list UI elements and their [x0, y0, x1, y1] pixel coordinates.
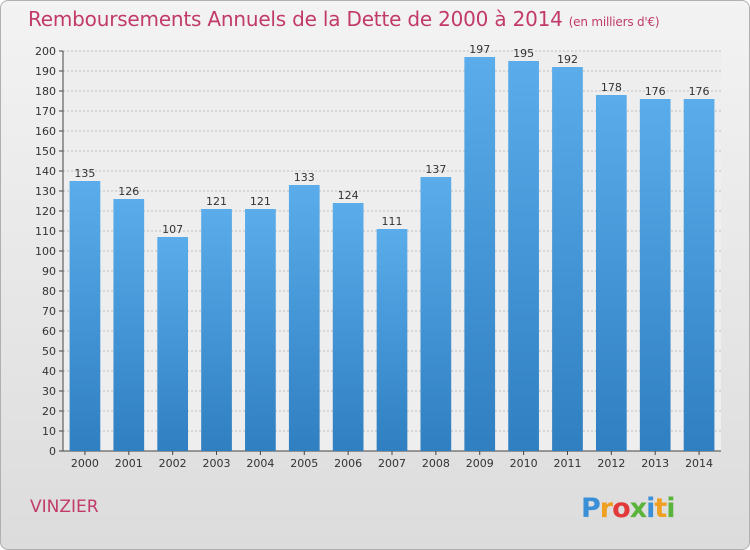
data-label: 121 — [206, 195, 227, 208]
y-tick-label: 50 — [42, 345, 56, 358]
bar — [332, 203, 364, 451]
bar — [595, 95, 627, 451]
data-label: 137 — [425, 163, 446, 176]
data-label: 126 — [118, 185, 139, 198]
y-tick-label: 20 — [42, 405, 56, 418]
y-tick-label: 100 — [35, 245, 56, 258]
x-tick-label: 2004 — [246, 457, 274, 470]
bar — [157, 237, 189, 451]
bar — [376, 229, 408, 451]
y-tick-label: 0 — [49, 445, 56, 458]
data-label: 178 — [601, 81, 622, 94]
y-tick-label: 30 — [42, 385, 56, 398]
svg-text:Proxiti: Proxiti — [581, 493, 675, 524]
y-tick-label: 120 — [35, 205, 56, 218]
x-tick-label: 2009 — [466, 457, 494, 470]
y-tick-label: 60 — [42, 325, 56, 338]
data-label: 133 — [294, 171, 315, 184]
data-label: 135 — [74, 167, 95, 180]
bar — [245, 209, 276, 451]
data-label: 195 — [513, 47, 534, 60]
data-label: 121 — [250, 195, 271, 208]
bar — [420, 177, 452, 451]
bar — [201, 209, 232, 451]
x-tick-label: 2008 — [422, 457, 450, 470]
y-tick-label: 10 — [42, 425, 56, 438]
x-tick-label: 2000 — [71, 457, 99, 470]
y-tick-label: 80 — [42, 285, 56, 298]
data-label: 176 — [645, 85, 666, 98]
x-tick-label: 2007 — [378, 457, 406, 470]
chart-title-text: Remboursements Annuels de la Dette de 20… — [28, 7, 563, 31]
y-tick-label: 190 — [35, 65, 56, 78]
bar — [683, 99, 715, 451]
x-tick-label: 2011 — [553, 457, 581, 470]
x-tick-label: 2014 — [685, 457, 713, 470]
bar — [288, 185, 320, 451]
commune-name: VINZIER — [30, 497, 99, 517]
chart-title: Remboursements Annuels de la Dette de 20… — [28, 7, 660, 31]
x-tick-label: 2010 — [510, 457, 538, 470]
proxiti-logo: Proxiti — [581, 493, 676, 524]
bar — [113, 199, 145, 451]
data-label: 197 — [469, 43, 490, 56]
chart-unit: (en milliers d'€) — [568, 15, 660, 29]
x-tick-label: 2006 — [334, 457, 362, 470]
y-tick-label: 40 — [42, 365, 56, 378]
y-tick-label: 130 — [35, 185, 56, 198]
x-tick-label: 2013 — [641, 457, 669, 470]
y-tick-label: 150 — [35, 145, 56, 158]
y-tick-label: 170 — [35, 105, 56, 118]
bar — [464, 57, 496, 451]
x-tick-label: 2001 — [115, 457, 143, 470]
data-label: 124 — [338, 189, 359, 202]
bar — [552, 67, 583, 451]
bar — [639, 99, 671, 451]
y-tick-label: 160 — [35, 125, 56, 138]
data-label: 176 — [689, 85, 710, 98]
y-tick-label: 70 — [42, 305, 56, 318]
bar — [69, 181, 101, 451]
x-tick-label: 2003 — [203, 457, 231, 470]
data-label: 192 — [557, 53, 578, 66]
y-tick-label: 180 — [35, 85, 56, 98]
x-tick-label: 2002 — [159, 457, 187, 470]
y-tick-label: 90 — [42, 265, 56, 278]
y-tick-label: 110 — [35, 225, 56, 238]
data-label: 107 — [162, 223, 183, 236]
data-label: 111 — [382, 215, 403, 228]
x-tick-label: 2005 — [290, 457, 318, 470]
y-tick-label: 140 — [35, 165, 56, 178]
bar — [508, 61, 539, 451]
x-tick-label: 2012 — [597, 457, 625, 470]
y-tick-label: 200 — [35, 45, 56, 58]
